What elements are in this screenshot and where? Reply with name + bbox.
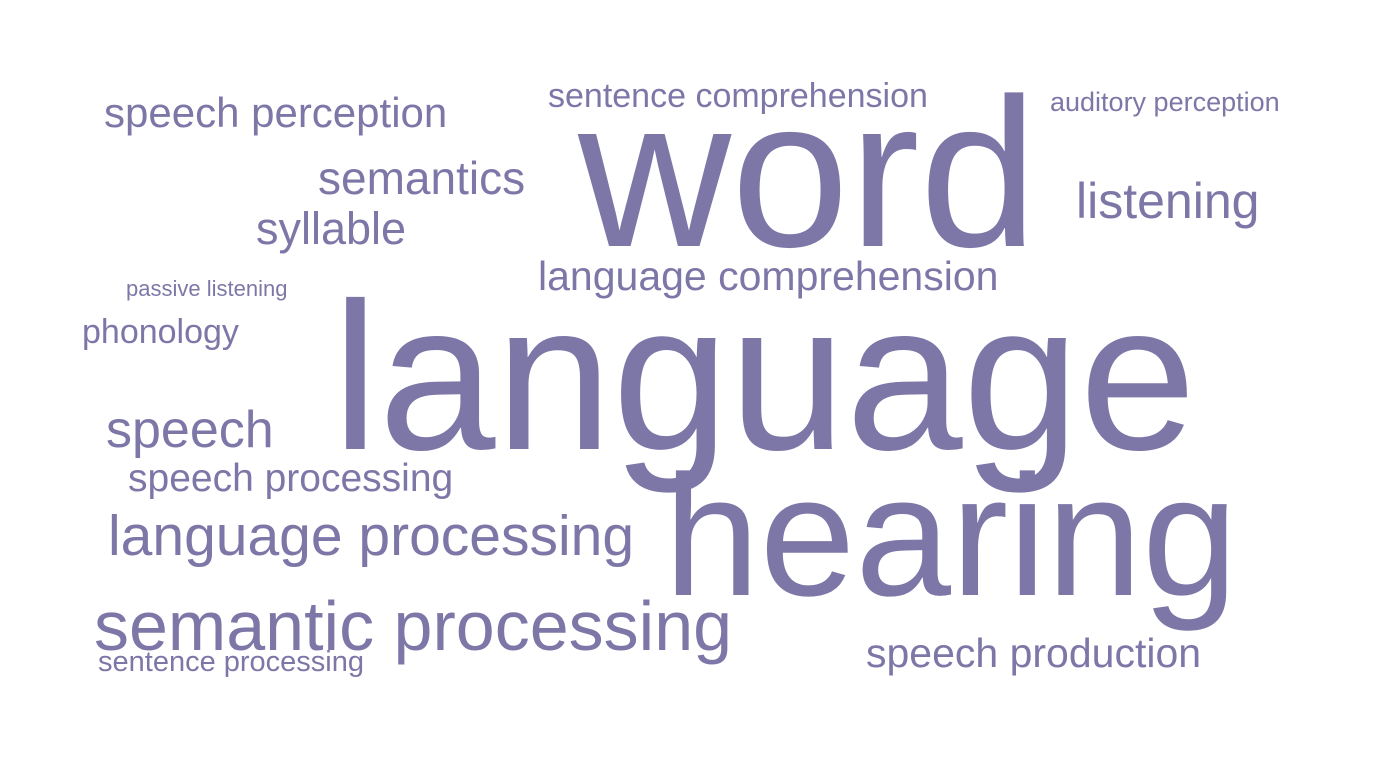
word-language-comprehension: language comprehension (538, 253, 999, 299)
word-speech-processing: speech processing (128, 457, 454, 500)
word-auditory-perception: auditory perception (1050, 87, 1280, 117)
word-speech-production: speech production (866, 630, 1202, 676)
word-passive-listening: passive listening (126, 276, 288, 301)
word-semantics: semantics (318, 152, 526, 204)
word-speech: speech (106, 401, 274, 459)
word-word: word (578, 54, 1038, 291)
word-sentence-processing: sentence processing (98, 646, 364, 678)
word-semantic-processing: semantic processing (94, 587, 733, 665)
word-listening: listening (1076, 173, 1260, 229)
word-sentence-comprehension: sentence comprehension (548, 77, 928, 115)
word-language-processing: language processing (108, 504, 635, 568)
word-phonology: phonology (82, 313, 239, 351)
word-language: language (332, 259, 1197, 494)
word-hearing: hearing (664, 440, 1238, 632)
word-speech-perception: speech perception (104, 89, 448, 136)
word-syllable: syllable (256, 203, 407, 254)
